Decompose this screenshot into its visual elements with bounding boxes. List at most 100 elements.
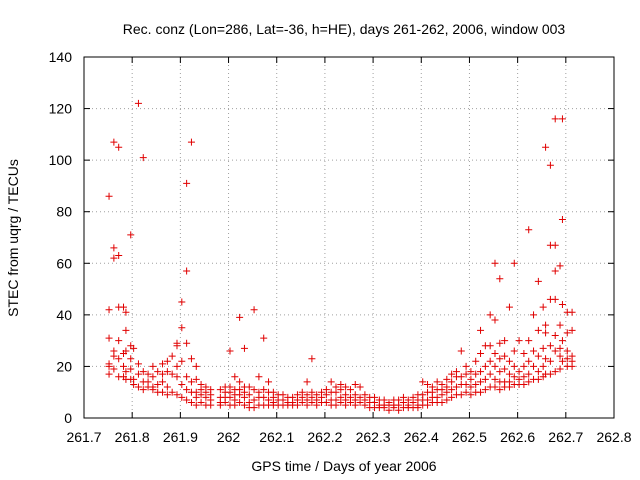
data-point [477, 368, 485, 376]
data-point [520, 373, 528, 381]
data-point [563, 329, 571, 337]
data-point [342, 401, 350, 409]
data-point [130, 380, 138, 388]
data-point [546, 342, 554, 350]
data-point [105, 362, 113, 370]
data-point [173, 362, 181, 370]
x-tick-label: 262.4 [404, 429, 439, 445]
data-point [515, 368, 523, 376]
data-point [491, 375, 499, 383]
data-point [505, 357, 513, 365]
data-point [178, 357, 186, 365]
data-point [496, 275, 504, 283]
data-point [139, 154, 147, 162]
data-point [313, 401, 321, 409]
data-point [491, 259, 499, 267]
data-point [448, 393, 456, 401]
data-point [477, 350, 485, 358]
data-point [551, 347, 559, 355]
data-point [115, 337, 123, 345]
data-point [236, 378, 244, 386]
data-point [496, 368, 504, 376]
data-point [525, 378, 533, 386]
data-point [293, 401, 301, 409]
data-point [551, 267, 559, 275]
data-point [134, 383, 142, 391]
data-point [221, 399, 229, 407]
data-point [159, 378, 167, 386]
data-point [192, 362, 200, 370]
data-point [542, 321, 550, 329]
data-point [115, 355, 123, 363]
data-point [558, 357, 566, 365]
data-point [183, 386, 191, 394]
data-point [551, 295, 559, 303]
data-point [149, 362, 157, 370]
data-point [303, 401, 311, 409]
data-point [122, 368, 130, 376]
data-point [486, 311, 494, 319]
data-point [467, 375, 475, 383]
data-point [250, 396, 258, 404]
data-point [231, 401, 239, 409]
data-point [351, 401, 359, 409]
data-point [525, 226, 533, 234]
data-point [240, 393, 248, 401]
data-point [105, 306, 113, 314]
data-point [250, 306, 258, 314]
data-point [240, 344, 248, 352]
data-point [327, 378, 335, 386]
data-point [501, 337, 509, 345]
data-point [356, 399, 364, 407]
data-point [385, 406, 393, 414]
data-point [486, 342, 494, 350]
data-points [105, 99, 576, 414]
data-point [178, 380, 186, 388]
y-tick-label: 140 [49, 49, 73, 65]
data-point [467, 368, 475, 376]
data-point [110, 244, 118, 252]
data-point [346, 386, 354, 394]
data-point [556, 352, 564, 360]
y-tick-label: 40 [56, 307, 72, 323]
data-point [168, 370, 176, 378]
data-point [134, 360, 142, 368]
data-point [457, 373, 465, 381]
data-point [486, 370, 494, 378]
data-point [546, 357, 554, 365]
data-point [419, 378, 427, 386]
data-point [568, 326, 576, 334]
data-point [390, 404, 398, 412]
data-point [433, 378, 441, 386]
x-axis-label: GPS time / Days of year 2006 [251, 458, 436, 474]
data-point [236, 391, 244, 399]
x-tick-label: 262.6 [500, 429, 535, 445]
data-point [530, 311, 538, 319]
data-point [110, 138, 118, 146]
data-point [448, 386, 456, 394]
x-tick-label: 262.2 [307, 429, 342, 445]
data-point [472, 380, 480, 388]
data-point [332, 388, 340, 396]
data-point [486, 357, 494, 365]
data-point [173, 391, 181, 399]
data-point [534, 352, 542, 360]
data-point [568, 362, 576, 370]
data-point [443, 375, 451, 383]
data-point [149, 373, 157, 381]
data-point [144, 370, 152, 378]
data-point [216, 401, 224, 409]
data-point [491, 350, 499, 358]
data-point [472, 370, 480, 378]
data-point [452, 383, 460, 391]
data-point [187, 138, 195, 146]
data-point [510, 373, 518, 381]
data-point [250, 404, 258, 412]
data-point [139, 368, 147, 376]
data-point [187, 378, 195, 386]
data-point [438, 391, 446, 399]
data-point [351, 380, 359, 388]
data-point [115, 143, 123, 151]
data-point [255, 373, 263, 381]
data-point [178, 298, 186, 306]
